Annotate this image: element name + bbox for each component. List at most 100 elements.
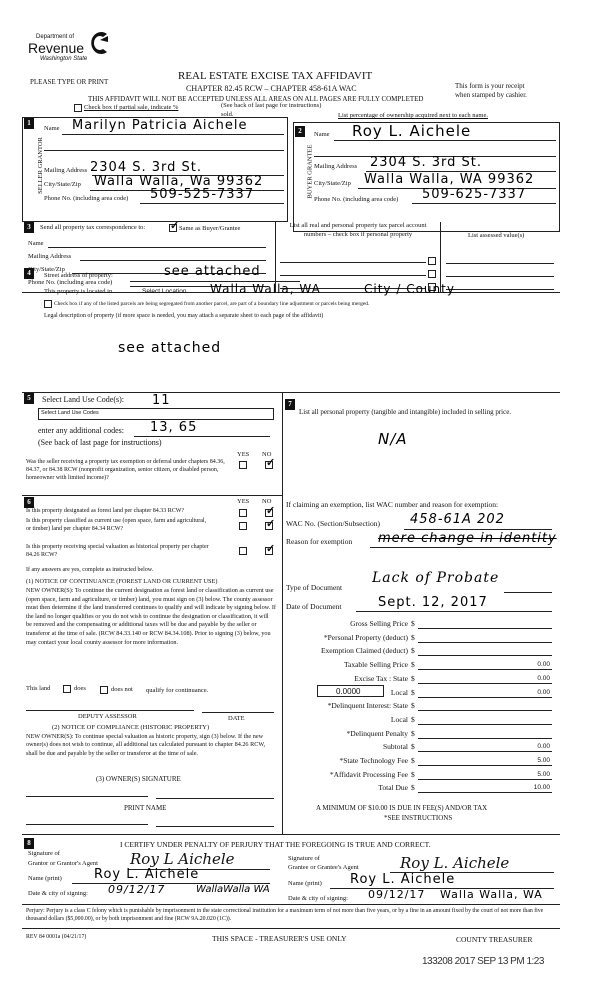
seller-city[interactable]: Walla Walla, Wa 99362 (94, 174, 264, 189)
exemption-reason[interactable]: mere change in identity (378, 531, 557, 546)
grantor-sig-label: Signature of (28, 850, 60, 857)
fee-value[interactable]: 10.00 (533, 784, 550, 792)
fee-value[interactable]: 5.00 (537, 757, 550, 764)
percentage-note: List percentage of ownership acquired ne… (338, 112, 488, 119)
currency-sign: $ (411, 769, 415, 779)
select-location[interactable]: Select Location (142, 288, 187, 295)
local-rate-box[interactable]: 0.0000 (317, 685, 384, 697)
land-use-instructions: (See back of last page for instructions) (38, 438, 162, 447)
personal-property-value[interactable]: N/A (378, 430, 408, 448)
warning-line: THIS AFFIDAVIT WILL NOT BE ACCEPTED UNLE… (88, 95, 424, 103)
see-instructions: *SEE INSTRUCTIONS (384, 814, 453, 822)
fee-value[interactable]: 0.00 (537, 674, 550, 682)
forest-question: Is this property designated as forest la… (26, 508, 185, 514)
grantee-city[interactable]: Walla Walla, WA (440, 888, 543, 901)
sec5-yes: YES (237, 451, 250, 458)
buyer-name[interactable]: Roy L. Aichele (352, 122, 472, 140)
buyer-mail[interactable]: 2304 S. 3rd St. (370, 155, 482, 170)
currency-sign: $ (411, 619, 415, 628)
land-use-dropdown[interactable]: Select Land Use Codes (38, 408, 274, 420)
dor-logo: Department of Revenue Washington State (28, 32, 118, 74)
buyer-name-label: Name (314, 131, 330, 138)
additional-codes-label: enter any additional codes: (38, 426, 124, 435)
seller-mail[interactable]: 2304 S. 3rd St. (90, 160, 202, 175)
grantor-signature[interactable]: Roy L Aichele (130, 850, 235, 868)
street-address[interactable]: see attached (164, 264, 261, 279)
chapter-line: CHAPTER 82.45 RCW – CHAPTER 458-61A WAC (186, 84, 357, 93)
form-revision: REV 84 0001a (04/21/17) (26, 934, 87, 940)
currency-sign: $ (411, 673, 415, 683)
forest-yes-checkbox[interactable] (239, 509, 247, 517)
grantee-signature[interactable]: Roy L. Aichele (400, 854, 510, 872)
does-not-checkbox[interactable] (100, 686, 108, 694)
historic-yes-checkbox[interactable] (239, 547, 247, 555)
seller-name[interactable]: Marilyn Patricia Aichele (72, 118, 248, 133)
parcel-checkbox-3[interactable] (428, 283, 436, 291)
historic-question: Is this property receiving special valua… (26, 544, 209, 558)
does-checkbox[interactable] (63, 685, 71, 693)
fee-value[interactable]: 5.00 (537, 770, 550, 778)
buyer-city[interactable]: Walla Walla, WA 99362 (364, 172, 535, 187)
seller-name-label: Name (44, 125, 60, 132)
does-label: does (74, 685, 86, 692)
fee-label: Local (390, 687, 408, 697)
receipt-line-1: This form is your receipt (455, 82, 525, 90)
sec5-no-checkbox[interactable] (265, 456, 275, 469)
currency-sign: $ (411, 742, 415, 752)
seller-side-label: SELLER GRANTOR (36, 137, 44, 194)
same-as-buyer-checkbox[interactable] (169, 219, 179, 232)
grantor-city[interactable]: WallaWalla WA (196, 884, 270, 895)
seller-section (22, 117, 288, 222)
currency-sign: $ (411, 728, 415, 738)
sec5-no: NO (262, 451, 272, 458)
county-treasurer: COUNTY TREASURER (456, 935, 533, 944)
land-use-dropdown-label: Select Land Use Codes (41, 410, 99, 416)
fee-label: Subtotal (382, 742, 408, 752)
doc-date[interactable]: Sept. 12, 2017 (378, 595, 488, 610)
fee-value[interactable]: 0.00 (537, 688, 550, 696)
fee-label: Local (390, 714, 408, 724)
notice2-text: NEW OWNER(S): To continue special valuat… (26, 733, 266, 757)
grantor-date[interactable]: 09/12/17 (108, 883, 166, 896)
seller-phone[interactable]: 509-525-7337 (150, 187, 255, 202)
grantee-date[interactable]: 09/12/17 (368, 888, 426, 901)
grantee-print-name[interactable]: Roy L. Aichele (350, 872, 456, 887)
partial-sale-label: Check box if partial sale, indicate % (84, 104, 179, 111)
segregated-checkbox[interactable] (44, 300, 52, 308)
current-use-yes-checkbox[interactable] (239, 522, 247, 530)
partial-sale-checkbox[interactable] (74, 104, 82, 112)
buyer-phone[interactable]: 509-625-7337 (422, 187, 527, 202)
legal-description[interactable]: see attached (118, 340, 222, 356)
sold-label: sold. (221, 111, 234, 118)
buyer-city-label: City/State/Zip (314, 180, 351, 187)
sec5-question: Was the seller receiving a property tax … (26, 459, 225, 481)
wac-label: WAC No. (Section/Subsection) (286, 519, 380, 528)
parcel-checkbox-1[interactable] (428, 257, 436, 265)
perjury-notice: Perjury: Perjury is a class C felony whi… (26, 908, 544, 922)
current-use-no-checkbox[interactable] (265, 517, 275, 530)
does-not-label: does not (111, 686, 133, 693)
parcel-checkbox-2[interactable] (428, 270, 436, 278)
historic-no-checkbox[interactable] (265, 542, 275, 555)
doc-type[interactable]: Lack of Probate (372, 570, 500, 586)
grantor-print-name[interactable]: Roy L. Aichele (94, 867, 200, 882)
land-use-code[interactable]: 11 (152, 393, 171, 408)
fee-value[interactable]: 0.00 (537, 661, 550, 669)
located-label: This property is located in (44, 288, 113, 295)
wac-number[interactable]: 458-61A 202 (410, 512, 505, 527)
grantor-date-label: Date & city of signing: (28, 890, 88, 897)
grantee-sig-label-2: Grantee or Grantee's Agent (288, 864, 359, 871)
section-number-7: 7 (285, 399, 295, 410)
sec5-yes-checkbox[interactable] (239, 461, 247, 469)
additional-codes[interactable]: 13, 65 (150, 420, 198, 435)
certify-statement: I CERTIFY UNDER PENALTY OF PERJURY THAT … (120, 840, 431, 849)
dor-emblem-icon (91, 32, 108, 54)
property-location[interactable]: Walla Walla, WA (210, 282, 321, 296)
seller-phone-label: Phone No. (including area code) (44, 195, 129, 202)
buyer-phone-label: Phone No. (including area code) (314, 196, 399, 203)
currency-sign: $ (411, 701, 415, 711)
forest-no-checkbox[interactable] (265, 504, 275, 517)
sec3-mail-label: Mailing Address (28, 253, 72, 260)
segregated-label: Check box if any of the listed parcels a… (54, 301, 370, 307)
fee-value[interactable]: 0.00 (537, 743, 550, 751)
